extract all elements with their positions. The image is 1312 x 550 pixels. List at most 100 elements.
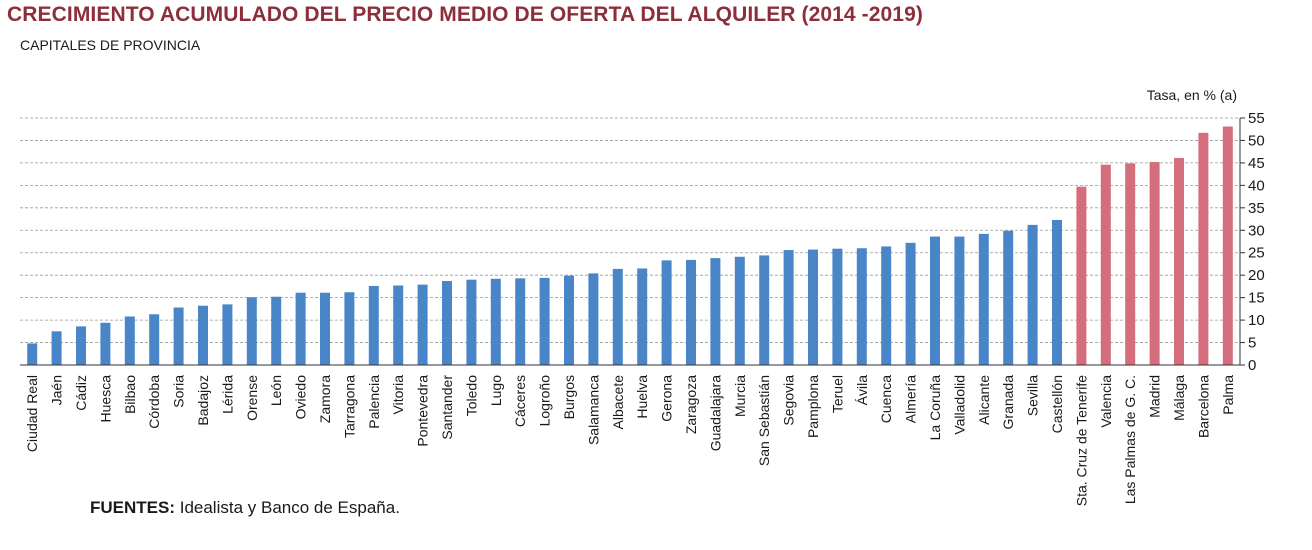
x-tick-label: León [268, 375, 284, 406]
bar [198, 305, 208, 365]
bar [368, 285, 379, 365]
chart-title: CRECIMIENTO ACUMULADO DEL PRECIO MEDIO D… [7, 3, 923, 26]
x-tick-label: San Sebastián [756, 375, 772, 466]
bar [637, 268, 648, 365]
x-tick-label: Toledo [463, 375, 479, 416]
bar [954, 236, 965, 365]
x-tick-label: Huelva [634, 375, 650, 419]
bar [1125, 163, 1136, 365]
x-tick-label: Cuenca [878, 375, 894, 423]
bar [783, 250, 794, 365]
y-tick-label: 15 [1248, 290, 1265, 307]
x-tick-label: Cádiz [73, 375, 89, 411]
x-tick-label: Jaén [49, 375, 65, 405]
x-tick-label: Granada [1000, 375, 1016, 430]
x-tick-label: Teruel [829, 375, 845, 413]
bar [271, 296, 282, 365]
bar [1222, 126, 1233, 365]
x-axis: Ciudad Real Jaén Cádiz Huesca Bilbao Córdoba S… [20, 364, 1240, 506]
y-axis-unit-label: Tasa, en % (a) [1147, 87, 1237, 103]
bar [320, 292, 330, 365]
x-tick-label: Alicante [976, 375, 992, 425]
x-tick-label: Burgos [561, 375, 577, 419]
x-tick-label: Pamplona [805, 375, 821, 438]
x-tick-label: Santander [439, 375, 455, 440]
bar [393, 285, 404, 365]
bar [246, 297, 257, 365]
bar [173, 307, 184, 365]
bar [76, 326, 86, 365]
bar [832, 248, 843, 365]
x-tick-label: Bilbao [122, 375, 138, 414]
y-tick-label: 30 [1248, 222, 1265, 239]
x-tick-label: Murcia [732, 375, 748, 417]
x-tick-label: Ciudad Real [24, 375, 40, 452]
bar [978, 233, 989, 365]
x-tick-label: Palencia [366, 375, 382, 429]
x-tick-label: Guadalajara [707, 375, 723, 451]
bar [1076, 186, 1087, 365]
y-tick-label: 10 [1248, 312, 1265, 329]
x-tick-label: Zaragoza [683, 375, 699, 434]
y-tick-label: 5 [1248, 335, 1256, 352]
y-tick-label: 0 [1248, 357, 1256, 374]
source-text: Idealista y Banco de España. [175, 498, 400, 517]
bar [661, 260, 672, 365]
x-tick-label: Logroño [537, 375, 553, 427]
x-tick-label: Pontevedra [415, 375, 431, 447]
bar [612, 268, 623, 365]
y-tick-label: 35 [1248, 200, 1265, 217]
y-axis: 0 5 10 15 20 25 30 35 40 45 50 55 [1239, 110, 1265, 374]
bar [564, 275, 574, 365]
bar [539, 277, 550, 365]
bar [856, 248, 867, 365]
bar [905, 242, 916, 365]
x-tick-label: Salamanca [585, 375, 601, 445]
bar [124, 316, 135, 365]
source-label: FUENTES: [90, 498, 175, 517]
bar [808, 249, 818, 365]
y-tick-label: 55 [1248, 110, 1265, 127]
bar [1027, 224, 1038, 365]
bar [881, 246, 892, 365]
bar [442, 281, 452, 365]
x-tick-label: Cáceres [512, 375, 528, 427]
y-tick-label: 20 [1248, 267, 1265, 284]
x-tick-label: Huesca [97, 375, 113, 423]
x-tick-label: Tarragona [341, 375, 357, 438]
x-tick-label: Badajoz [195, 375, 211, 426]
x-tick-label: Castellón [1049, 375, 1065, 433]
x-tick-label: Lérida [219, 375, 235, 414]
x-tick-label: Almería [903, 375, 919, 423]
bar [1149, 162, 1160, 365]
source-note: FUENTES: Idealista y Banco de España. [90, 498, 400, 518]
bar [1003, 230, 1014, 365]
x-tick-label: Zamora [317, 375, 333, 423]
bar [710, 258, 721, 365]
x-tick-label: Valladolid [951, 375, 967, 435]
bar [466, 279, 477, 365]
x-tick-label: Segovia [781, 375, 797, 426]
bar [734, 256, 745, 365]
x-tick-label: Albacete [610, 375, 626, 430]
bar [515, 278, 526, 365]
bar [51, 331, 62, 365]
x-tick-label: Vitoria [390, 375, 406, 415]
bar [1198, 132, 1209, 365]
bar [1174, 157, 1184, 365]
bar [1100, 164, 1111, 365]
x-tick-label: Madrid [1147, 375, 1163, 418]
x-tick-label: Sevilla [1025, 375, 1041, 416]
x-tick-label: Palma [1220, 375, 1236, 415]
x-tick-label: Sta. Cruz de Tenerife [1073, 375, 1089, 506]
y-tick-label: 45 [1248, 155, 1265, 172]
x-tick-label: Córdoba [146, 375, 162, 429]
x-tick-label: Valencia [1098, 375, 1114, 428]
x-tick-label: Ávila [854, 375, 870, 406]
bar [686, 259, 696, 365]
bars [27, 126, 1233, 365]
x-tick-label: Barcelona [1195, 375, 1211, 438]
y-tick-label: 40 [1248, 177, 1265, 194]
x-tick-label: Orense [244, 375, 260, 421]
